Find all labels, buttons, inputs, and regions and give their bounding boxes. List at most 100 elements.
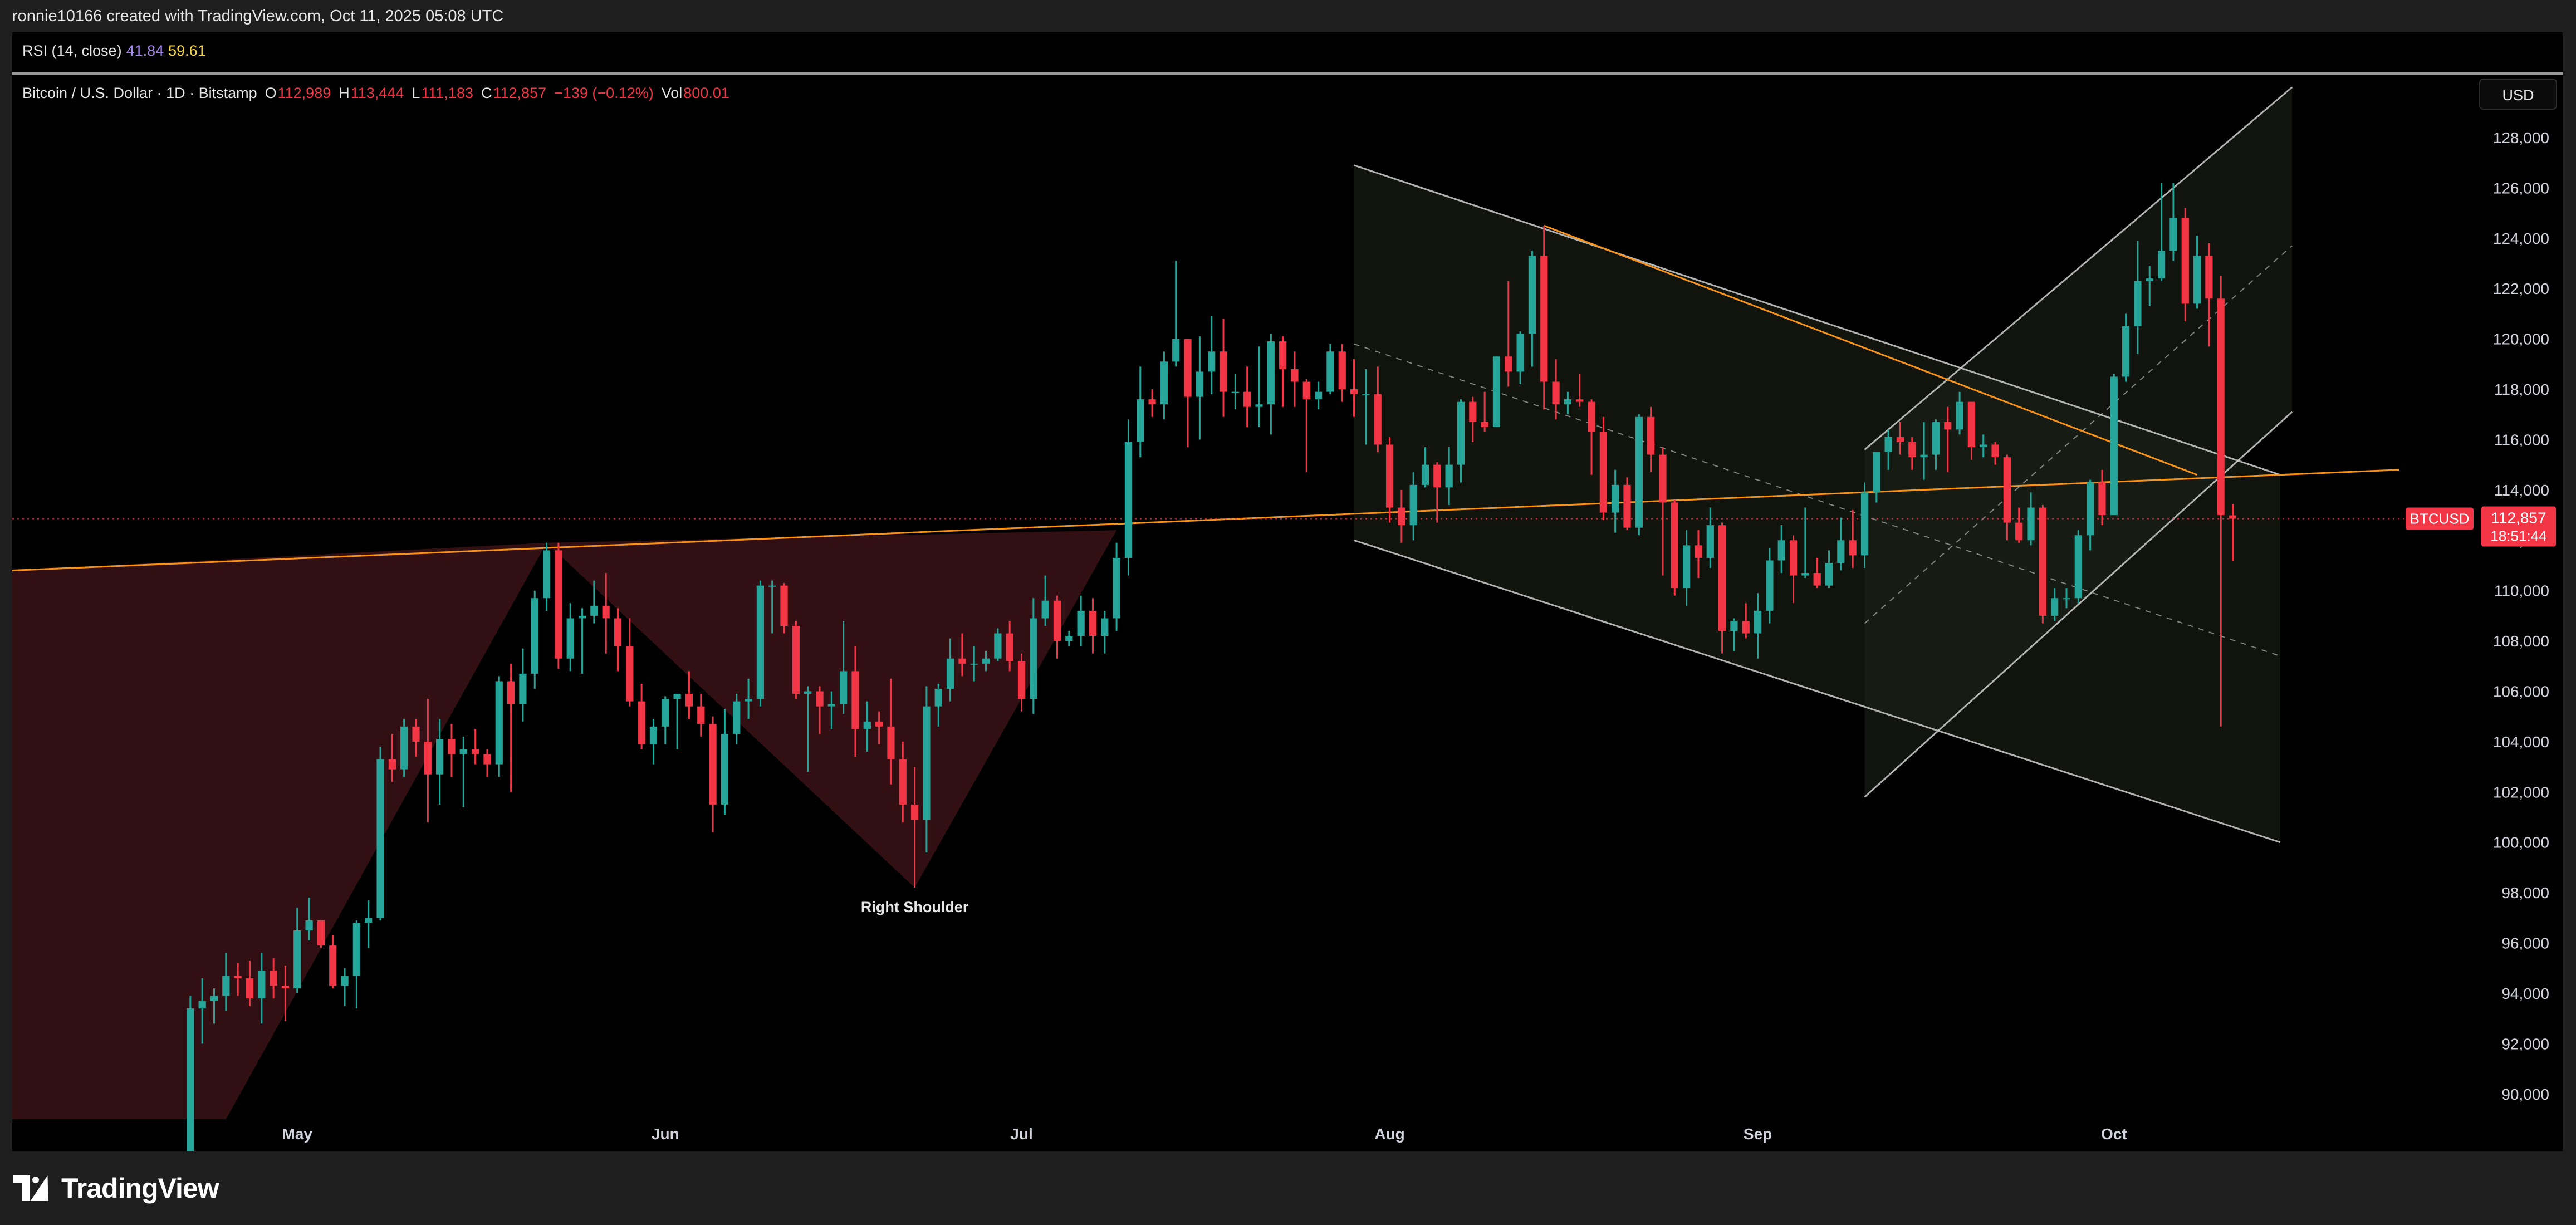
candle-body [2157, 251, 2166, 279]
candle-body [1695, 545, 1702, 558]
candle [1980, 434, 1987, 458]
candle-body [1279, 341, 1287, 369]
candle-body [246, 978, 254, 999]
candle-body [1124, 442, 1133, 558]
candle-body [792, 625, 800, 694]
candle [1291, 351, 1299, 407]
y-tick-label: 108,000 [2493, 633, 2549, 650]
candle [1695, 530, 1702, 579]
candle-body [1030, 618, 1037, 699]
candle [2098, 469, 2106, 526]
candle-body [2229, 515, 2237, 519]
candle-body [1338, 351, 1346, 390]
candle [2193, 236, 2201, 309]
candle-body [1445, 464, 1453, 488]
candle [1825, 550, 1833, 589]
candle-body [1706, 525, 1714, 558]
x-tick-label: May [282, 1125, 313, 1143]
candle [1884, 429, 1892, 470]
candle-body [1101, 618, 1109, 636]
candle-body [982, 658, 990, 664]
candle-body [365, 918, 373, 923]
candle [816, 686, 824, 734]
candle-body [1231, 391, 1239, 393]
snapshot-title: ronnie10166 created with TradingView.com… [12, 7, 504, 25]
candle-body [590, 605, 598, 616]
candle [1683, 530, 1691, 606]
candle [222, 953, 230, 1011]
candle [1801, 507, 1809, 579]
candle [1706, 507, 1714, 569]
candle [649, 719, 658, 765]
candle [459, 736, 467, 807]
candle [1314, 381, 1323, 410]
rsi-pane[interactable]: RSI (14, close) 41.84 59.61 [12, 32, 2563, 72]
candle [1137, 366, 1144, 458]
candle-body [270, 971, 277, 986]
candle [1172, 261, 1180, 367]
candle-body [840, 671, 848, 704]
candle-body [436, 739, 444, 775]
candle [1409, 472, 1417, 541]
candle-body [519, 673, 527, 704]
candle [1896, 422, 1904, 455]
candle [1255, 346, 1263, 427]
candle [1053, 595, 1061, 659]
candle [1766, 547, 1774, 624]
candle-body [341, 976, 349, 986]
annotation-label: Right Shoulder [861, 899, 969, 915]
candle [566, 603, 574, 672]
candle [1813, 557, 1821, 589]
candle-body [376, 759, 384, 918]
candle [1469, 396, 1477, 442]
tradingview-logo[interactable]: TradingView [13, 1172, 219, 1205]
rsi-ma-value: 59.61 [168, 42, 206, 59]
candle-body [2003, 457, 2011, 523]
candle-body [1683, 545, 1691, 589]
candle [1742, 603, 1750, 639]
candle-body [733, 701, 741, 734]
candle [934, 683, 942, 727]
candle [1623, 477, 1631, 531]
candle [365, 900, 373, 948]
candle-body [2217, 298, 2225, 516]
candle [1635, 414, 1643, 536]
candle [1564, 391, 1572, 415]
candle-body [1908, 442, 1916, 458]
candle-body [281, 986, 290, 988]
candle [1457, 399, 1465, 483]
candle [1944, 406, 1952, 473]
candle [1777, 525, 1785, 574]
candle-body [566, 618, 574, 659]
rsi-legend[interactable]: RSI (14, close) 41.84 59.61 [22, 42, 206, 60]
candle [994, 628, 1002, 661]
candle-body [352, 923, 360, 976]
candle [1481, 391, 1488, 432]
footer: TradingView [0, 1152, 2576, 1225]
descending-channel-bottom [1354, 539, 2281, 844]
candle-body [958, 658, 966, 664]
candle [1338, 344, 1346, 402]
candle-body [1374, 394, 1382, 445]
candle-body [210, 996, 218, 1001]
candle [531, 590, 538, 689]
candle [709, 716, 717, 832]
rsi-label: RSI (14, close) [22, 42, 122, 59]
candle [1528, 251, 1536, 367]
candle [2015, 507, 2023, 543]
candle-body [970, 663, 978, 665]
pane-separator[interactable] [12, 72, 2563, 75]
currency-button[interactable]: USD [2479, 79, 2557, 110]
candle [329, 935, 337, 988]
y-tick-label: 102,000 [2493, 783, 2549, 801]
candle-body [424, 741, 432, 775]
candle-body [934, 688, 942, 707]
candle-body [626, 646, 634, 702]
candle [388, 734, 396, 782]
candle-body [946, 658, 954, 689]
candle [305, 898, 313, 941]
price-tag-value: 112,857 [2491, 509, 2546, 527]
candle-body [495, 681, 503, 765]
candle [542, 542, 551, 611]
